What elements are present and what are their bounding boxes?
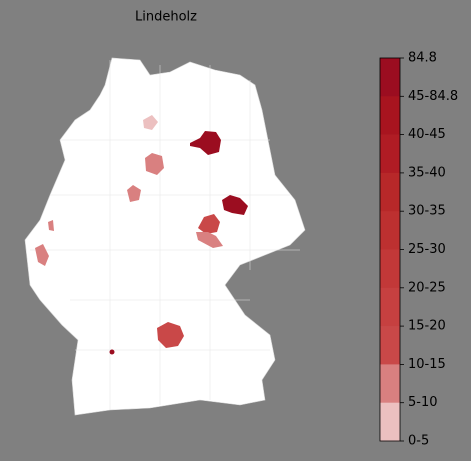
colorbar-label: 45-84.8 [408,89,458,104]
colorbar-label: 84.8 [408,51,437,66]
colorbar-segment [380,96,400,135]
region [35,244,49,266]
colorbar-segment [380,402,400,442]
colorbar-label: 35-40 [408,165,446,180]
colorbar-segment [380,249,400,289]
region [127,185,141,202]
colorbar-label: 30-35 [408,204,446,219]
colorbar-label: 0-5 [408,434,429,449]
colorbar-segment [380,326,400,365]
germany-map [24,57,306,416]
colorbar-label: 15-20 [408,319,446,334]
region [222,195,248,215]
colorbar-segment [380,364,400,403]
map-title: Lindeholz [135,10,197,25]
colorbar-label: 40-45 [408,127,446,142]
region [48,220,54,231]
colorbar: 84.8 45-84.8 40-45 35-40 30-35 25-30 20-25 15-2… [379,51,458,449]
colorbar-segment [380,58,400,97]
colorbar-segment [380,287,400,327]
colorbar-segment [380,134,400,174]
region [198,214,220,234]
region [143,115,158,130]
region [157,322,184,348]
colorbar-label: 10-15 [408,357,446,372]
region [145,153,164,175]
region [109,349,115,355]
colorbar-segment [380,211,400,250]
country-outline [24,57,306,416]
colorbar-label: 5-10 [408,395,438,410]
region [190,131,221,155]
region [196,232,223,248]
colorbar-label: 25-30 [408,242,446,257]
colorbar-label: 20-25 [408,280,446,295]
colorbar-segment [380,172,400,212]
